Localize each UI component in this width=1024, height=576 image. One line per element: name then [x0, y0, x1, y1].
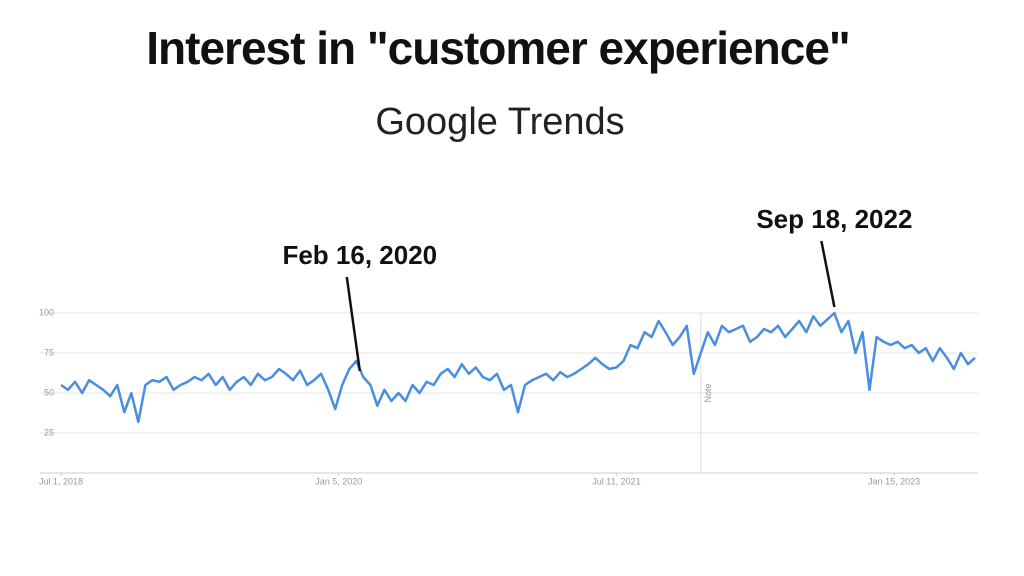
y-tick-label: 25	[44, 427, 54, 437]
y-tick-label: 50	[44, 387, 54, 397]
x-tick-label: Jul 1, 2018	[39, 476, 83, 486]
annotation-label: Sep 18, 2022	[756, 204, 912, 234]
y-tick-label: 75	[44, 347, 54, 357]
x-tick-label: Jan 15, 2023	[868, 476, 920, 486]
y-tick-label: 100	[39, 307, 54, 317]
chart-title: Interest in "customer experience"	[146, 22, 849, 74]
annotation-label: Feb 16, 2020	[282, 240, 437, 270]
x-tick-label: Jul 11, 2021	[592, 476, 640, 486]
annotation-line	[345, 276, 362, 372]
note-label: Note	[703, 383, 713, 402]
x-tick-label: Jan 5, 2020	[315, 476, 362, 486]
annotation-line	[820, 240, 836, 308]
line	[60, 311, 976, 424]
chart-subtitle: Google Trends	[375, 101, 624, 143]
